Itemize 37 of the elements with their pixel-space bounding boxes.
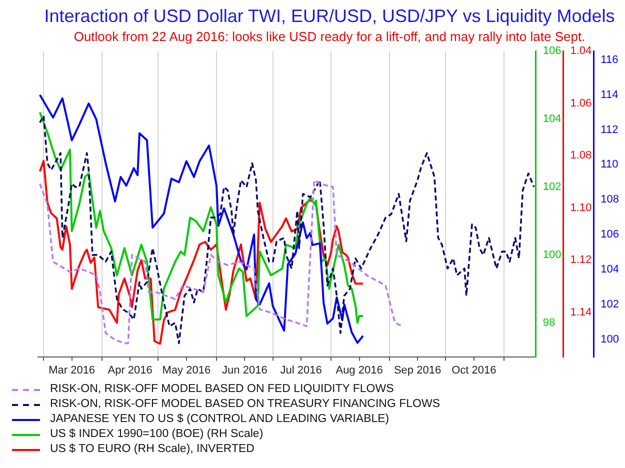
y3-tick-label: 100 — [600, 333, 620, 346]
y2-tick-label: 1.12 — [570, 254, 592, 266]
line-series — [38, 179, 404, 344]
legend-label: RISK-ON, RISK-OFF MODEL BASED ON TREASURY FINANCING FLOWS — [50, 397, 440, 412]
legend-label: JAPANESE YEN TO US $ (CONTROL AND LEADING VARIABLE) — [50, 412, 390, 427]
y-tick-label: 98 — [542, 316, 556, 329]
x-tick-label: Aug 2016 — [336, 364, 383, 376]
x-tick-label: Mar 2016 — [48, 364, 96, 376]
y2-tick-label: 1.14 — [570, 306, 592, 318]
x-tick-label: Sep 2016 — [394, 364, 442, 376]
y3-tick-label: 106 — [600, 228, 620, 241]
y-tick-label: 102 — [542, 181, 562, 194]
x-tick-label: Jul 2016 — [280, 364, 322, 376]
y3-tick-label: 114 — [600, 88, 618, 101]
y2-tick-label: 1.08 — [570, 150, 592, 162]
legend-label: RISK-ON, RISK-OFF MODEL BASED ON FED LIQUIDITY FLOWS — [50, 382, 394, 397]
y3-tick-label: 102 — [600, 298, 620, 310]
x-tick-label: May 2016 — [162, 364, 211, 376]
chart-subtitle: Outlook from 22 Aug 2016: looks like USD ready for a lift-off, and may rally into late Sept. — [74, 28, 586, 44]
y2-tick-label: 1.06 — [570, 97, 592, 110]
y2-tick-label: 1.10 — [570, 202, 592, 214]
x-tick-label: Oct 2016 — [452, 364, 496, 376]
x-tick-label: Jun 2016 — [222, 364, 268, 376]
chart-title: Interaction of USD Dollar TWI, EUR/USD, USD/JPY vs Liquidity Models — [44, 6, 615, 26]
y3-tick-label: 112 — [600, 124, 618, 136]
x-tick-label: Apr 2016 — [108, 364, 152, 376]
legend-label: US $ TO EURO (RH Scale), INVERTED — [50, 442, 254, 457]
y3-tick-label: 104 — [600, 264, 620, 276]
y-tick-label: 104 — [542, 113, 562, 126]
y3-tick-label: 110 — [600, 158, 618, 171]
y-tick-label: 106 — [542, 45, 562, 58]
y3-tick-label: 108 — [600, 194, 620, 206]
y3-tick-label: 116 — [600, 54, 618, 66]
y-tick-label: 100 — [542, 248, 562, 261]
line-series — [38, 114, 535, 344]
y2-tick-label: 1.04 — [570, 45, 592, 58]
legend-label: US $ INDEX 1990=100 (BOE) (RH Scale) — [50, 427, 264, 442]
